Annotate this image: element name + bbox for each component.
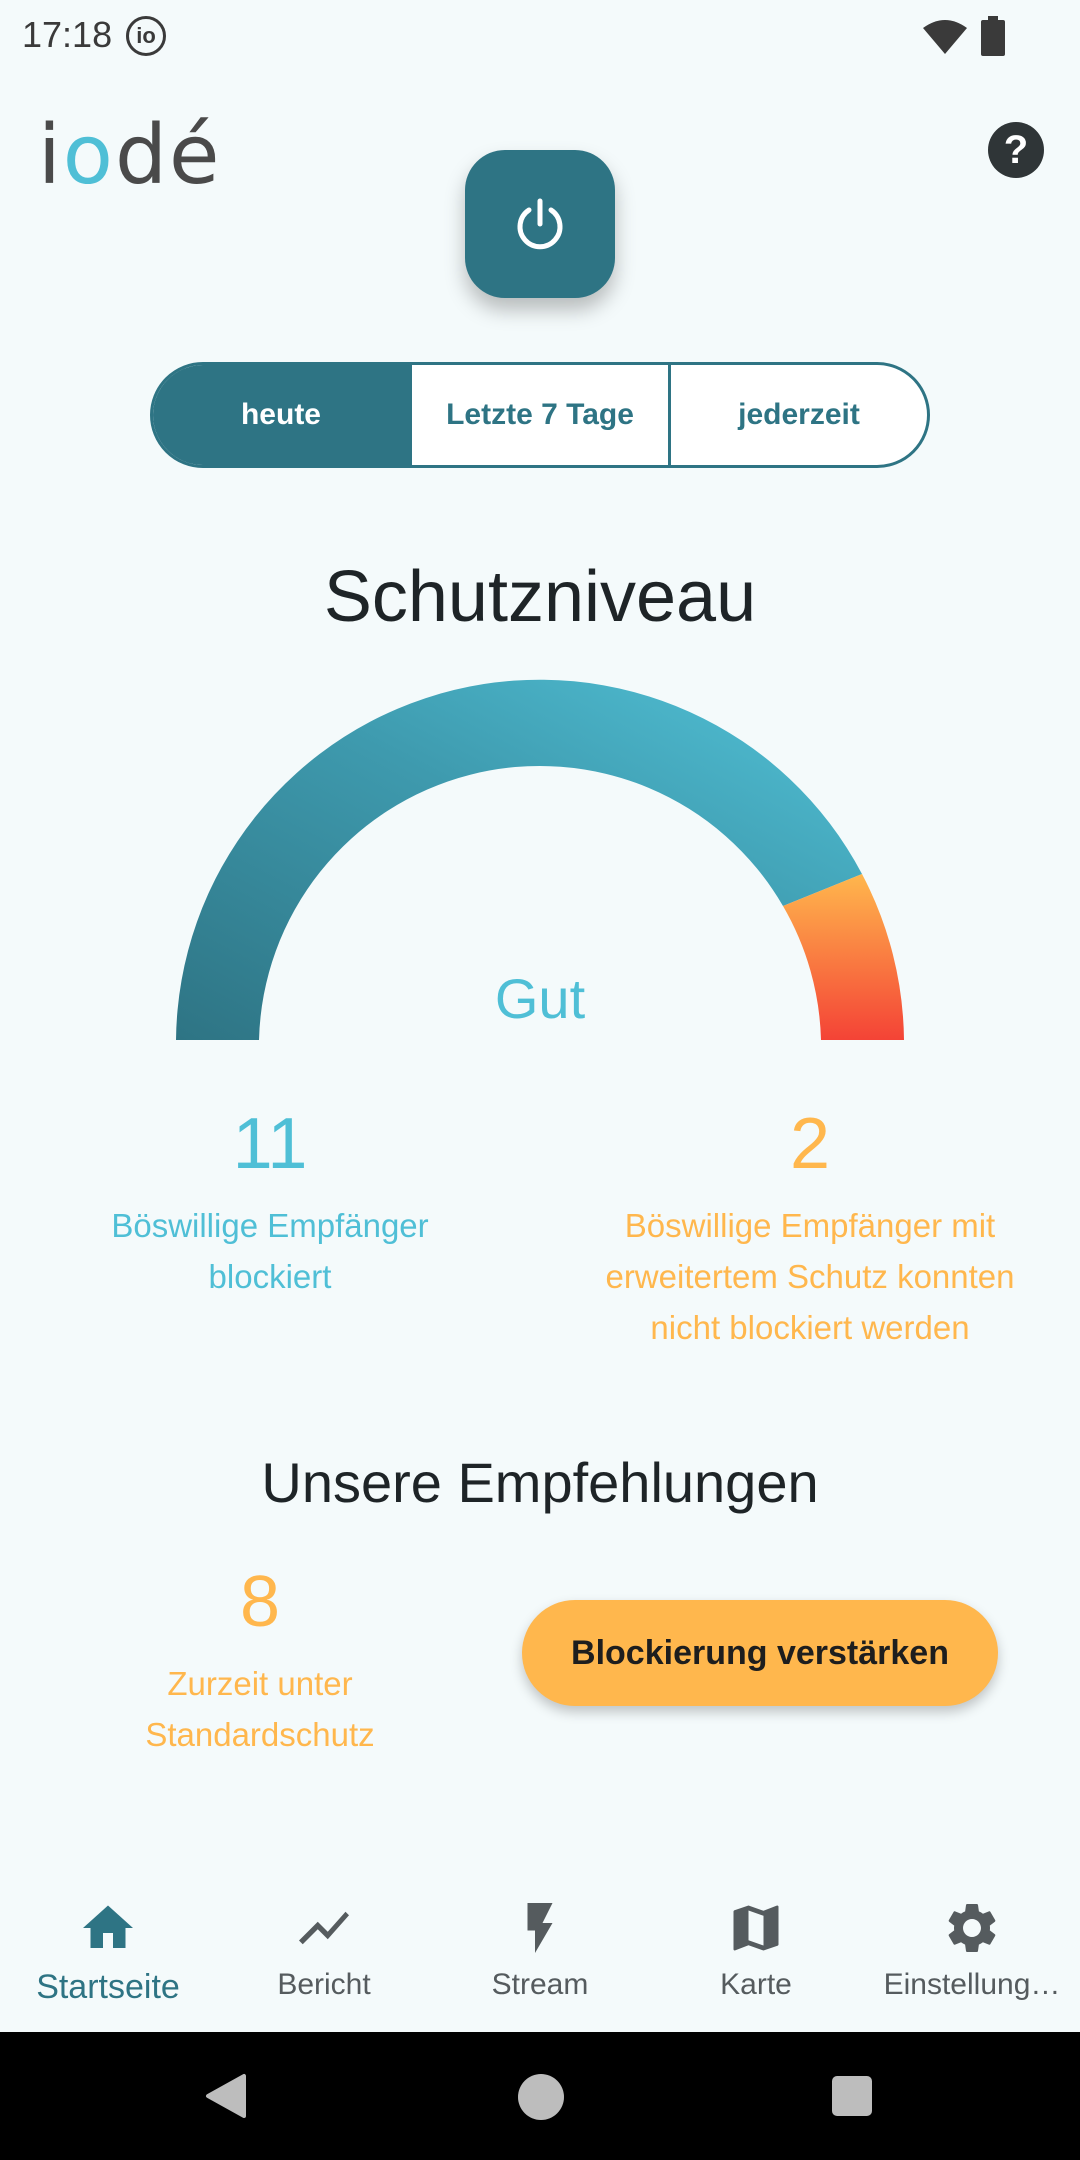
nav-label: Stream <box>491 1968 589 2001</box>
nav-label: Karte <box>720 1968 792 2001</box>
not-blocked-count: 2 <box>789 1104 831 1184</box>
power-button[interactable] <box>465 150 615 298</box>
wifi-icon <box>923 20 967 54</box>
standard-count: 8 <box>239 1562 281 1642</box>
nav-label: Bericht <box>277 1968 371 2001</box>
chart-line-icon <box>299 1911 349 1945</box>
power-icon <box>517 198 563 250</box>
blocked-label: Böswillige Empfänger blockiert <box>111 1207 429 1295</box>
stat-not-blocked: 2 Böswillige Empfänger mit erweitertem S… <box>600 1108 1020 1353</box>
nav-label: Einstellung… <box>883 1968 1061 2001</box>
nav-item-karte[interactable]: Karte <box>648 1868 864 2032</box>
protection-level-label: Gut <box>494 967 586 1030</box>
gauge-safe-segment <box>176 679 862 1040</box>
recent-apps-icon[interactable] <box>832 2076 872 2116</box>
time-range-tabs: heute Letzte 7 Tage jederzeit <box>150 362 930 468</box>
protection-title: Schutzniveau <box>323 557 757 637</box>
stat-standard-protection: 8 Zurzeit unter Standardschutz <box>100 1566 420 1760</box>
home-circle-icon[interactable] <box>518 2074 564 2120</box>
status-bar: 17:18 io <box>0 0 1080 72</box>
map-icon <box>733 1905 779 1951</box>
standard-label: Zurzeit unter Standardschutz <box>145 1665 375 1753</box>
status-time: 17:18 <box>22 14 113 55</box>
boost-blocking-button[interactable]: Blockierung verstärken <box>522 1600 998 1706</box>
tab-heute[interactable]: heute <box>153 365 409 465</box>
iode-logo: iodé <box>38 108 221 203</box>
logo-letter-o: o <box>62 108 115 203</box>
tab-letzte-7-tage[interactable]: Letzte 7 Tage <box>409 365 668 465</box>
not-blocked-label: Böswillige Empfänger mit erweitertem Sch… <box>605 1207 1015 1346</box>
home-icon <box>83 1905 133 1948</box>
logo-letter-i: i <box>38 108 63 203</box>
back-icon[interactable] <box>204 2072 248 2120</box>
help-button[interactable]: ? <box>988 122 1044 178</box>
gear-icon <box>948 1904 996 1952</box>
tab-jederzeit[interactable]: jederzeit <box>668 365 927 465</box>
stat-blocked: 11 Böswillige Empfänger blockiert <box>70 1108 470 1302</box>
battery-icon <box>981 16 1005 56</box>
logo-letters-de: dé <box>114 108 222 203</box>
gauge-risk-segment <box>783 874 904 1040</box>
blocked-count: 11 <box>232 1104 308 1184</box>
notification-io-icon: io <box>126 16 166 56</box>
nav-item-stream[interactable]: Stream <box>432 1868 648 2032</box>
bottom-navigation: Startseite Bericht Stream Karte Einstell… <box>0 1868 1080 2032</box>
nav-label: Startseite <box>36 1968 180 2006</box>
nav-item-bericht[interactable]: Bericht <box>216 1868 432 2032</box>
protection-gauge <box>176 679 904 1040</box>
system-navigation-bar <box>0 2032 1080 2160</box>
nav-item-einstellungen[interactable]: Einstellung… <box>864 1868 1080 2032</box>
nav-item-startseite[interactable]: Startseite <box>0 1868 216 2032</box>
lightning-icon <box>527 1903 553 1953</box>
recommendations-title: Unsere Empfehlungen <box>261 1451 819 1514</box>
